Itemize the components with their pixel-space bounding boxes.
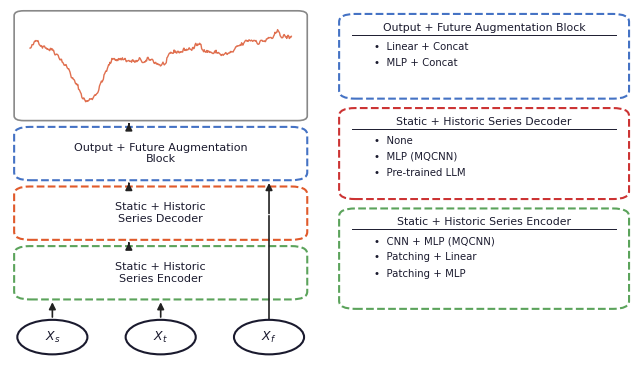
- Circle shape: [234, 320, 304, 354]
- Text: Static + Historic
Series Encoder: Static + Historic Series Encoder: [115, 262, 206, 283]
- Circle shape: [17, 320, 88, 354]
- Text: Static + Historic
Series Decoder: Static + Historic Series Decoder: [115, 203, 206, 224]
- Text: •  Linear + Concat: • Linear + Concat: [374, 41, 468, 51]
- FancyBboxPatch shape: [339, 108, 629, 199]
- Text: $X_t$: $X_t$: [154, 330, 168, 345]
- Text: $X_f$: $X_f$: [261, 330, 276, 345]
- Text: Static + Historic Series Decoder: Static + Historic Series Decoder: [396, 117, 572, 127]
- Circle shape: [125, 320, 196, 354]
- FancyBboxPatch shape: [14, 246, 307, 300]
- Text: Static + Historic Series Encoder: Static + Historic Series Encoder: [397, 217, 571, 227]
- FancyBboxPatch shape: [14, 11, 307, 120]
- FancyBboxPatch shape: [339, 14, 629, 98]
- Text: •  CNN + MLP (MQCNN): • CNN + MLP (MQCNN): [374, 236, 495, 246]
- FancyBboxPatch shape: [14, 127, 307, 180]
- Text: •  None: • None: [374, 136, 413, 146]
- FancyBboxPatch shape: [14, 186, 307, 240]
- Text: $X_s$: $X_s$: [45, 330, 60, 345]
- Text: Output + Future Augmentation Block: Output + Future Augmentation Block: [383, 23, 586, 33]
- FancyBboxPatch shape: [339, 209, 629, 309]
- Text: Output + Future Augmentation
Block: Output + Future Augmentation Block: [74, 143, 248, 164]
- Text: •  MLP (MQCNN): • MLP (MQCNN): [374, 152, 458, 162]
- Text: •  Patching + Linear: • Patching + Linear: [374, 253, 477, 262]
- Text: •  MLP + Concat: • MLP + Concat: [374, 58, 458, 68]
- Text: •  Patching + MLP: • Patching + MLP: [374, 269, 466, 279]
- Text: •  Pre-trained LLM: • Pre-trained LLM: [374, 168, 466, 178]
